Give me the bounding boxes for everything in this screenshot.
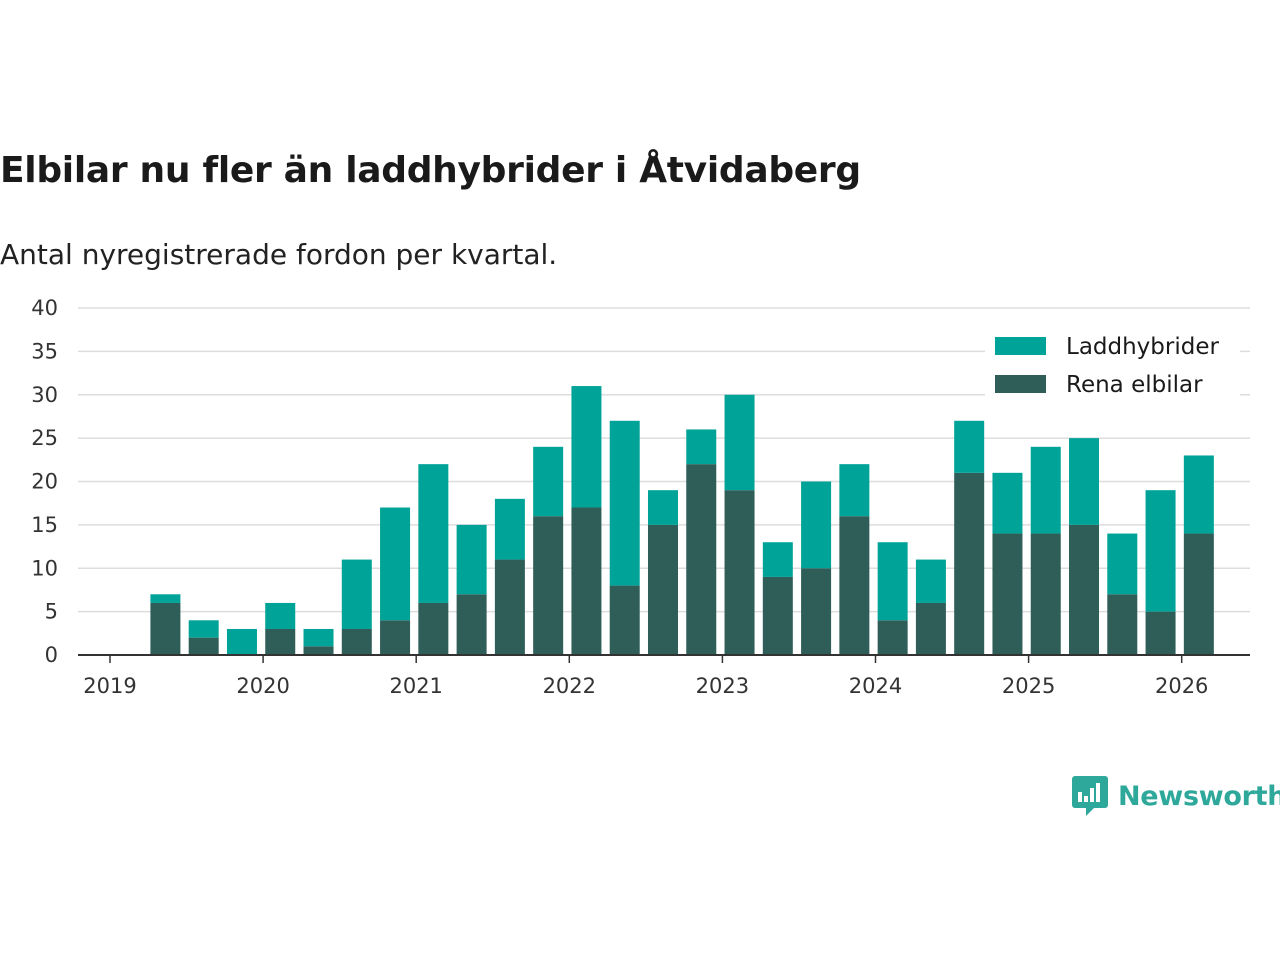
bar-laddhybrider xyxy=(456,524,487,595)
bar-laddhybrider xyxy=(877,542,908,621)
bar-laddhybrider xyxy=(571,386,602,508)
bar-laddhybrider xyxy=(1145,490,1176,612)
bar-rena-elbilar xyxy=(915,602,946,655)
bar-laddhybrider xyxy=(839,464,870,517)
bar-rena-elbilar xyxy=(992,533,1023,655)
bar-laddhybrider xyxy=(1069,438,1100,525)
bar-laddhybrider xyxy=(188,620,219,638)
y-axis-ticks: 0 5 10 15 20 25 30 35 40 xyxy=(31,296,58,667)
chart-title: Elbilar nu fler än laddhybrider i Åtvida… xyxy=(0,150,861,191)
y-tick-label: 0 xyxy=(45,643,58,667)
bar-rena-elbilar xyxy=(647,524,678,655)
y-tick-label: 25 xyxy=(31,426,58,450)
bar-rena-elbilar xyxy=(801,568,832,655)
x-tick-label: 2023 xyxy=(696,674,749,698)
bar-laddhybrider xyxy=(341,559,372,629)
bar-laddhybrider xyxy=(647,490,678,525)
bar-laddhybrider xyxy=(418,464,449,603)
bar-laddhybrider xyxy=(494,498,525,560)
bar-rena-elbilar xyxy=(762,576,793,655)
bar-laddhybrider xyxy=(533,446,564,517)
bar-rena-elbilar xyxy=(341,628,372,655)
x-tick-label: 2020 xyxy=(236,674,289,698)
bar-rena-elbilar xyxy=(1107,594,1138,655)
bar-rena-elbilar xyxy=(150,602,181,655)
bar-laddhybrider xyxy=(801,481,832,569)
bar-rena-elbilar xyxy=(724,490,755,655)
bar-rena-elbilar xyxy=(1183,533,1214,655)
bar-rena-elbilar xyxy=(571,507,602,655)
y-tick-label: 40 xyxy=(31,296,58,320)
brand-name: Newsworthy xyxy=(1118,780,1280,812)
bar-rena-elbilar xyxy=(839,516,870,655)
bar-rena-elbilar xyxy=(954,472,985,655)
bar-laddhybrider xyxy=(150,594,181,603)
bar-laddhybrider xyxy=(609,420,640,586)
legend-swatch xyxy=(995,375,1046,393)
bar-rena-elbilar xyxy=(456,594,487,655)
x-axis: 2019 2020 2021 2022 2023 2024 2025 2026 xyxy=(78,654,1250,698)
y-tick-label: 35 xyxy=(31,339,58,363)
bar-rena-elbilar xyxy=(609,585,640,655)
bar-rena-elbilar xyxy=(1030,533,1061,655)
bar-laddhybrider xyxy=(724,394,755,491)
bar-rena-elbilar xyxy=(380,620,411,655)
y-tick-label: 5 xyxy=(45,600,58,624)
bar-laddhybrider xyxy=(762,542,793,577)
bar-laddhybrider xyxy=(1183,455,1214,534)
bar-rena-elbilar xyxy=(265,628,296,655)
x-tick-label: 2022 xyxy=(543,674,596,698)
chart-subtitle: Antal nyregistrerade fordon per kvartal. xyxy=(0,238,558,271)
y-tick-label: 10 xyxy=(31,556,58,580)
brand-logo: Newsworthy xyxy=(1072,776,1280,816)
bar-laddhybrider xyxy=(915,559,946,603)
legend: Laddhybrider Rena elbilar xyxy=(985,328,1240,398)
y-tick-label: 15 xyxy=(31,513,58,537)
x-tick-label: 2026 xyxy=(1155,674,1208,698)
y-tick-label: 20 xyxy=(31,470,58,494)
bar-laddhybrider xyxy=(303,628,334,647)
bar-rena-elbilar xyxy=(1145,611,1176,655)
bar-laddhybrider xyxy=(265,602,296,629)
legend-label: Rena elbilar xyxy=(1066,372,1203,398)
legend-swatch xyxy=(995,337,1046,355)
x-tick-label: 2025 xyxy=(1002,674,1055,698)
bar-rena-elbilar xyxy=(877,620,908,655)
y-tick-label: 30 xyxy=(31,383,58,407)
bar-laddhybrider xyxy=(226,628,257,655)
legend-label: Laddhybrider xyxy=(1066,334,1219,360)
bar-laddhybrider xyxy=(1030,446,1061,534)
x-tick-label: 2019 xyxy=(83,674,136,698)
bar-rena-elbilar xyxy=(1069,524,1100,655)
bar-rena-elbilar xyxy=(418,602,449,655)
bar-laddhybrider xyxy=(686,429,717,465)
x-tick-label: 2024 xyxy=(849,674,902,698)
bars xyxy=(150,386,1214,655)
bar-laddhybrider xyxy=(1107,533,1138,595)
bar-rena-elbilar xyxy=(533,516,564,655)
bar-laddhybrider xyxy=(954,420,985,473)
bar-laddhybrider xyxy=(380,507,411,621)
bar-rena-elbilar xyxy=(686,464,717,655)
bar-chart-speech-bubble-icon xyxy=(1072,776,1108,816)
bar-laddhybrider xyxy=(992,472,1023,534)
bar-rena-elbilar xyxy=(188,637,219,655)
bar-rena-elbilar xyxy=(494,559,525,655)
x-tick-label: 2021 xyxy=(389,674,442,698)
bar-rena-elbilar xyxy=(303,646,334,655)
